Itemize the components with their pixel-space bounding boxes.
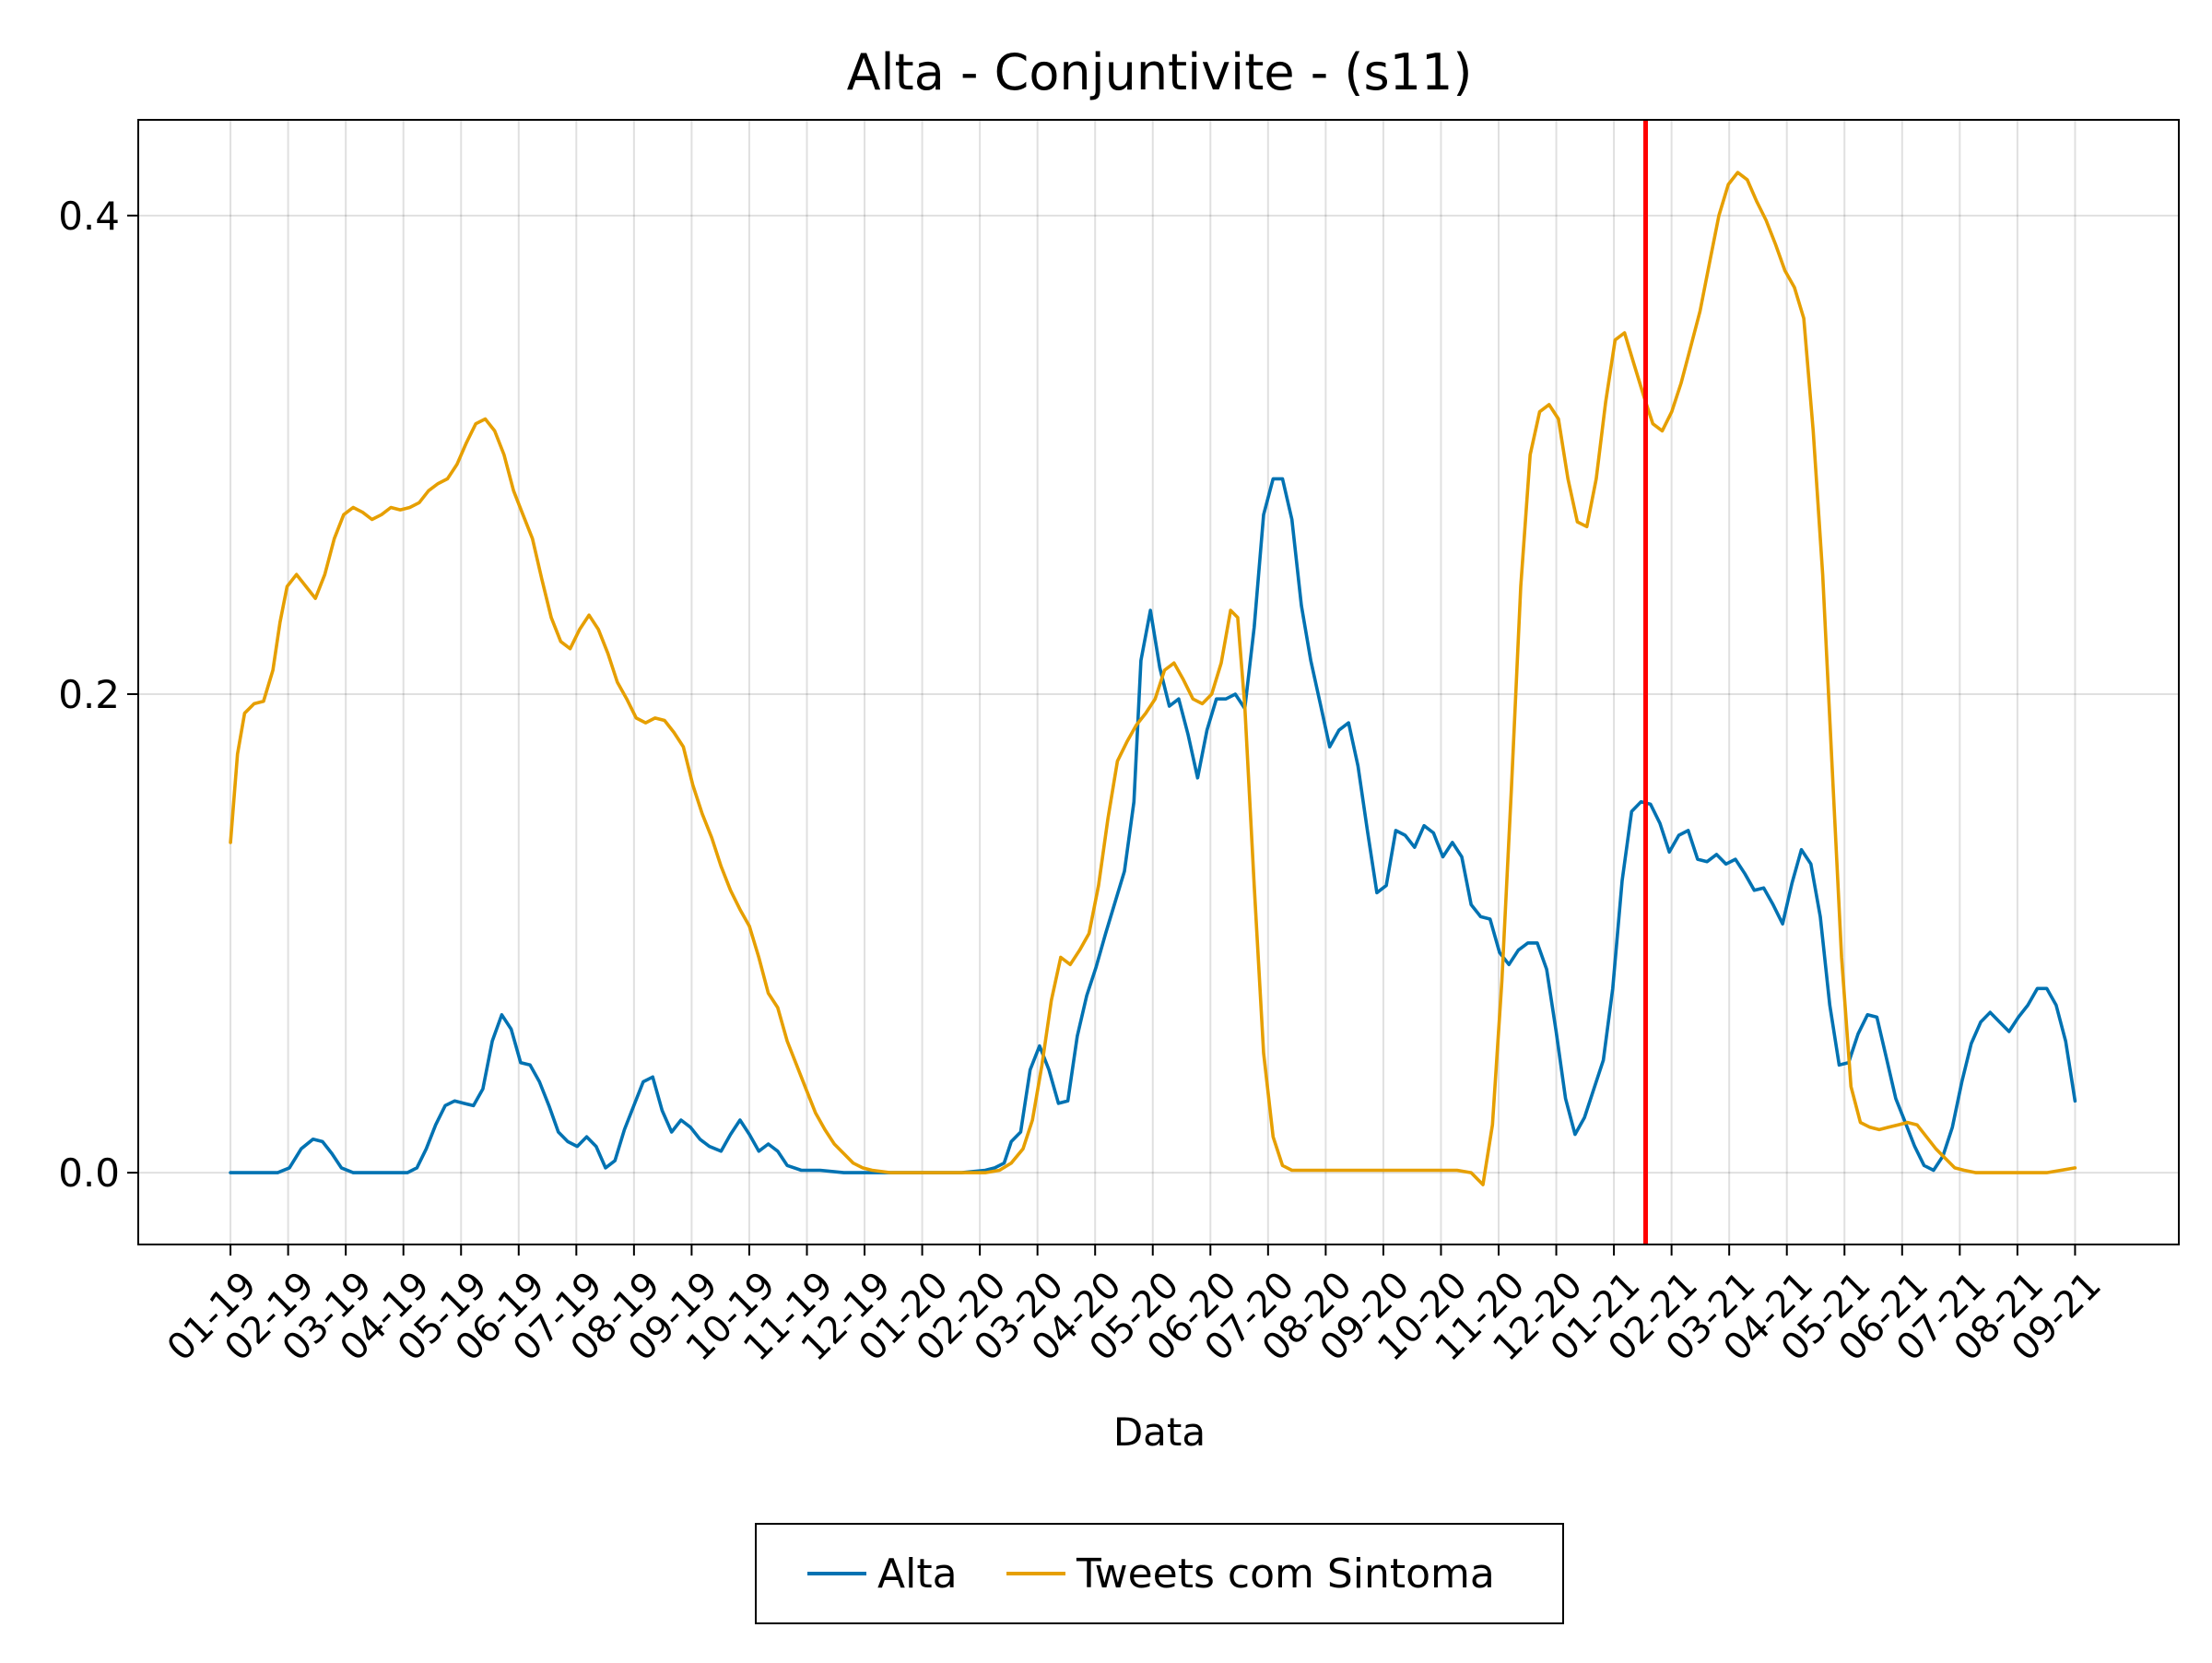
- y-axis: 0.0 0.2 0.4: [58, 194, 138, 1196]
- series-line-alta: [229, 477, 2077, 1174]
- grid: [138, 120, 2179, 1244]
- y-tick-label: 0.4: [58, 194, 120, 239]
- plot-frame: [137, 119, 2180, 1245]
- y-tick-label: 0.2: [58, 672, 120, 717]
- series-line-tweets: [229, 171, 2077, 1186]
- legend-label-alta: Alta: [877, 1551, 958, 1598]
- legend: Alta Tweets com Sintoma: [755, 1523, 1564, 1624]
- series-layer: [229, 171, 2077, 1186]
- chart-title: Alta - Conjuntivite - (s11): [847, 43, 1473, 101]
- y-tick-label: 0.0: [58, 1150, 120, 1196]
- x-axis-label: Data: [1113, 1409, 1206, 1455]
- legend-box: [755, 1523, 1564, 1624]
- legend-label-tweets: Tweets com Sintoma: [1076, 1551, 1495, 1598]
